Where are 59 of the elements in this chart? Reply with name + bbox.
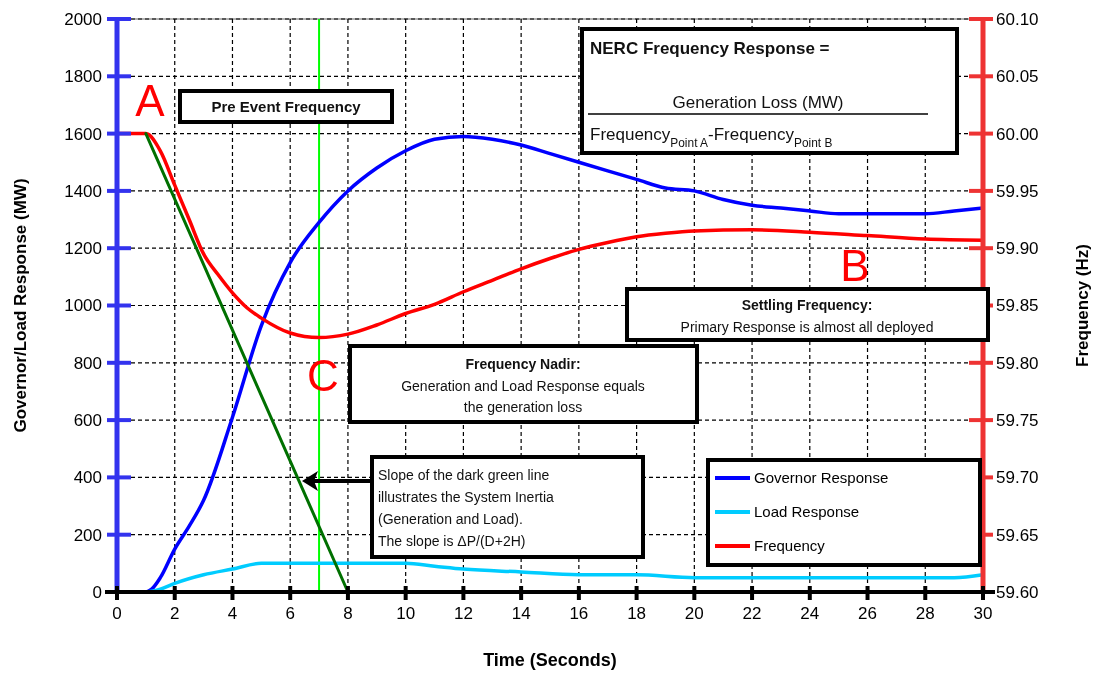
x-tick-label: 8 (343, 604, 353, 623)
y2-tick-label: 59.80 (996, 353, 1039, 373)
y-tick-label: 0 (92, 582, 102, 602)
y2-tick-label: 59.60 (996, 582, 1039, 602)
x-tick-label: 16 (569, 604, 589, 623)
y2-tick-label: 60.00 (996, 124, 1039, 144)
x-tick-label: 20 (684, 604, 704, 623)
annotation: B (840, 241, 870, 290)
y2-tick-label: 59.85 (996, 296, 1039, 316)
y2-tick-label: 59.65 (996, 525, 1039, 545)
annotation: NERC Frequency Response = (590, 39, 830, 58)
x-tick-label: 24 (800, 604, 820, 623)
annotation: Settling Frequency: (741, 297, 873, 313)
y-tick-label: 1200 (64, 239, 102, 259)
annotation: Frequency$_{Point A}$-Frequency$_{Point B}$ (590, 125, 833, 150)
annotation: Generation and Load Response equals (401, 378, 645, 394)
y-tick-label: 200 (73, 525, 102, 545)
annotation: Generation Loss (MW) (672, 93, 844, 112)
y-axis-title: Governor/Load Response (MW) (11, 178, 30, 433)
annotation: Frequency Nadir: (465, 356, 581, 372)
x-tick-label: 14 (511, 604, 531, 623)
legend-label: Frequency (754, 537, 826, 555)
y2-axis-title: Frequency (Hz) (1073, 244, 1092, 367)
y-tick-label: 1400 (64, 181, 102, 201)
x-tick-label: 26 (858, 604, 877, 623)
annotation: A (135, 76, 166, 125)
y2-tick-label: 59.70 (996, 468, 1039, 488)
y-tick-label: 1000 (64, 296, 102, 316)
legend-label: Load Response (754, 503, 860, 521)
y2-tick-label: 60.05 (996, 67, 1039, 87)
annotation: Slope of the dark green line (378, 467, 550, 483)
y-tick-label: 1800 (64, 67, 102, 87)
y2-tick-label: 59.75 (996, 411, 1039, 431)
x-tick-label: 6 (285, 604, 295, 623)
annotation: Primary Response is almost all deployed (680, 319, 934, 335)
y-tick-label: 800 (73, 353, 102, 373)
legend-label: Governor Response (754, 469, 889, 487)
x-tick-label: 18 (627, 604, 647, 623)
x-tick-label: 22 (742, 604, 762, 623)
y2-tick-label: 59.90 (996, 239, 1039, 259)
x-tick-label: 4 (227, 604, 238, 623)
x-axis-title: Time (Seconds) (483, 650, 617, 670)
x-tick-label: 30 (973, 604, 993, 623)
x-tick-label: 12 (453, 604, 473, 623)
annotation: (Generation and Load). (378, 511, 523, 527)
y-tick-label: 2000 (64, 9, 102, 29)
y2-tick-label: 59.95 (996, 181, 1039, 201)
annotation: the generation loss (463, 399, 583, 415)
y-tick-label: 600 (73, 411, 102, 431)
annotation: Pre Event Frequency (211, 98, 362, 115)
annotation: The slope is ΔP/(D+2H) (378, 533, 526, 549)
x-tick-label: 2 (170, 604, 180, 623)
x-tick-label: 28 (915, 604, 935, 623)
y-tick-label: 1600 (64, 124, 102, 144)
y2-tick-label: 60.10 (996, 9, 1039, 29)
x-tick-label: 0 (112, 604, 122, 623)
x-tick-label: 10 (396, 604, 416, 623)
y-tick-label: 400 (73, 468, 102, 488)
annotation: illustrates the System Inertia (378, 489, 555, 505)
